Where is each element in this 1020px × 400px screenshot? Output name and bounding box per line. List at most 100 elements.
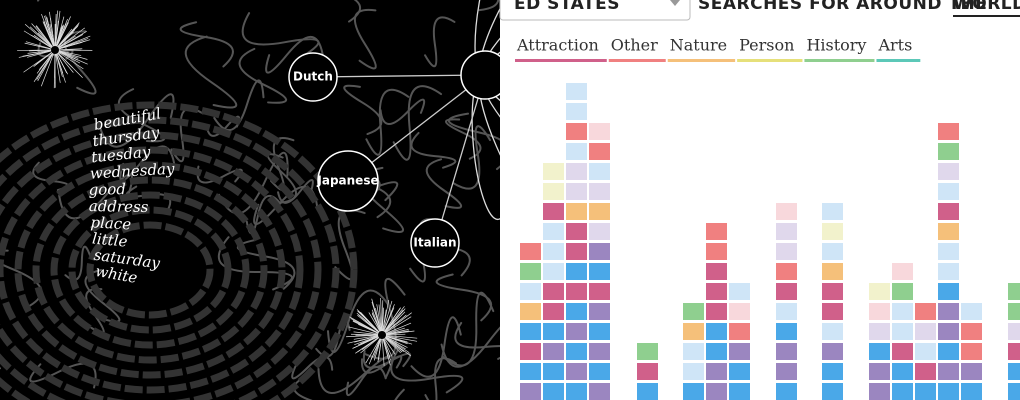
bar-segment [589, 323, 610, 340]
dandelion-seed [23, 30, 56, 51]
bar-segment [706, 223, 727, 240]
swirl [291, 355, 334, 380]
tab[interactable]: History [806, 36, 866, 55]
bar-segment [543, 223, 564, 240]
dandelion-seed [54, 35, 91, 51]
swirl [379, 98, 426, 126]
bar-segment [729, 323, 750, 340]
bar-segment [729, 383, 750, 400]
dandelion-seed [50, 18, 56, 51]
bar-segment [566, 283, 587, 300]
dandelion-seed [353, 331, 383, 336]
dandelion-seed [354, 334, 383, 346]
swirl [343, 84, 383, 136]
bar-segment [938, 323, 959, 340]
bar-segment [589, 123, 610, 140]
bar-segment [566, 183, 587, 200]
bar-segment [822, 263, 843, 280]
dandelion-seed [346, 334, 383, 338]
dandelion-seed [357, 310, 383, 336]
word: place [90, 213, 132, 233]
bar-segment [938, 203, 959, 220]
dandelion-seed [349, 316, 383, 336]
bar-segment [961, 363, 982, 380]
dandelion-seed [54, 41, 83, 51]
dandelion-seed [381, 300, 390, 336]
network: Dutch Japanese Italian [288, 0, 630, 268]
dandelion-seed [352, 334, 383, 349]
node-label: Italian [413, 236, 456, 250]
bar-segment [938, 123, 959, 140]
bar-segment [543, 263, 564, 280]
bar-segment [938, 343, 959, 360]
language-node[interactable] [288, 52, 338, 102]
language-node[interactable] [410, 218, 460, 268]
bar-segment [961, 303, 982, 320]
bar-segment [1008, 323, 1020, 340]
bar-segment [520, 323, 541, 340]
swirl [425, 158, 463, 209]
word: good [88, 180, 126, 199]
tab[interactable]: Nature [670, 36, 727, 55]
dandelion-seed [54, 34, 84, 51]
dandelion-seed [53, 49, 56, 89]
bar-segment [938, 143, 959, 160]
dandelion-core [378, 331, 386, 339]
bar-segment [589, 363, 610, 380]
dandelion-seed [380, 297, 383, 336]
bar-segment [543, 183, 564, 200]
bar-segment [566, 143, 587, 160]
bar-segment [589, 143, 610, 160]
swirl [424, 16, 456, 68]
language-node[interactable] [317, 150, 379, 212]
swirl [478, 0, 500, 12]
swirl [98, 93, 175, 148]
bar-segment [566, 163, 587, 180]
dandelion-seed [378, 334, 383, 360]
spiral-ring [0, 131, 322, 400]
bar-segment [589, 383, 610, 400]
bar-segment [706, 383, 727, 400]
bar-segment [776, 343, 797, 360]
bar-segment [520, 343, 541, 360]
bar-segment [938, 383, 959, 400]
bar-segment [566, 123, 587, 140]
heading-link[interactable]: WORLD [953, 0, 1020, 14]
dandelion-seed [54, 10, 58, 51]
bar-segment [892, 303, 913, 320]
dandelion-seed [54, 49, 61, 83]
node-label: Japanese [316, 174, 378, 188]
swirl [217, 236, 293, 291]
bar-segment [543, 203, 564, 220]
dandelion-seed [33, 35, 56, 51]
bar-segment [706, 243, 727, 260]
bar-segment [543, 283, 564, 300]
bar-segment [892, 363, 913, 380]
spiral-ring [32, 176, 268, 364]
dandelion-seed [54, 49, 84, 70]
bar-segment [637, 363, 658, 380]
bar-segment [566, 363, 587, 380]
spiral-ring [86, 221, 214, 319]
bar-segment [869, 363, 890, 380]
tab[interactable]: Attraction [516, 36, 599, 55]
dandelion-seed [381, 334, 403, 353]
dropdown-label: ED STATES [514, 0, 620, 14]
tab[interactable]: Other [611, 36, 658, 55]
bar-segment [683, 363, 704, 380]
tab[interactable]: Person [739, 36, 794, 55]
bar-segment [520, 383, 541, 400]
bar-segment [589, 183, 610, 200]
bar-segment [566, 383, 587, 400]
dropdown[interactable] [499, 0, 691, 21]
bar-segment [822, 363, 843, 380]
tab[interactable]: Arts [877, 36, 912, 55]
bar-segment [869, 283, 890, 300]
spiral-ring [0, 101, 358, 400]
bar-segment [915, 363, 936, 380]
dandelion-seed [54, 16, 71, 51]
bar-segment [706, 343, 727, 360]
dandelion [17, 10, 93, 89]
bar-segment [938, 263, 959, 280]
bar-segment [822, 243, 843, 260]
